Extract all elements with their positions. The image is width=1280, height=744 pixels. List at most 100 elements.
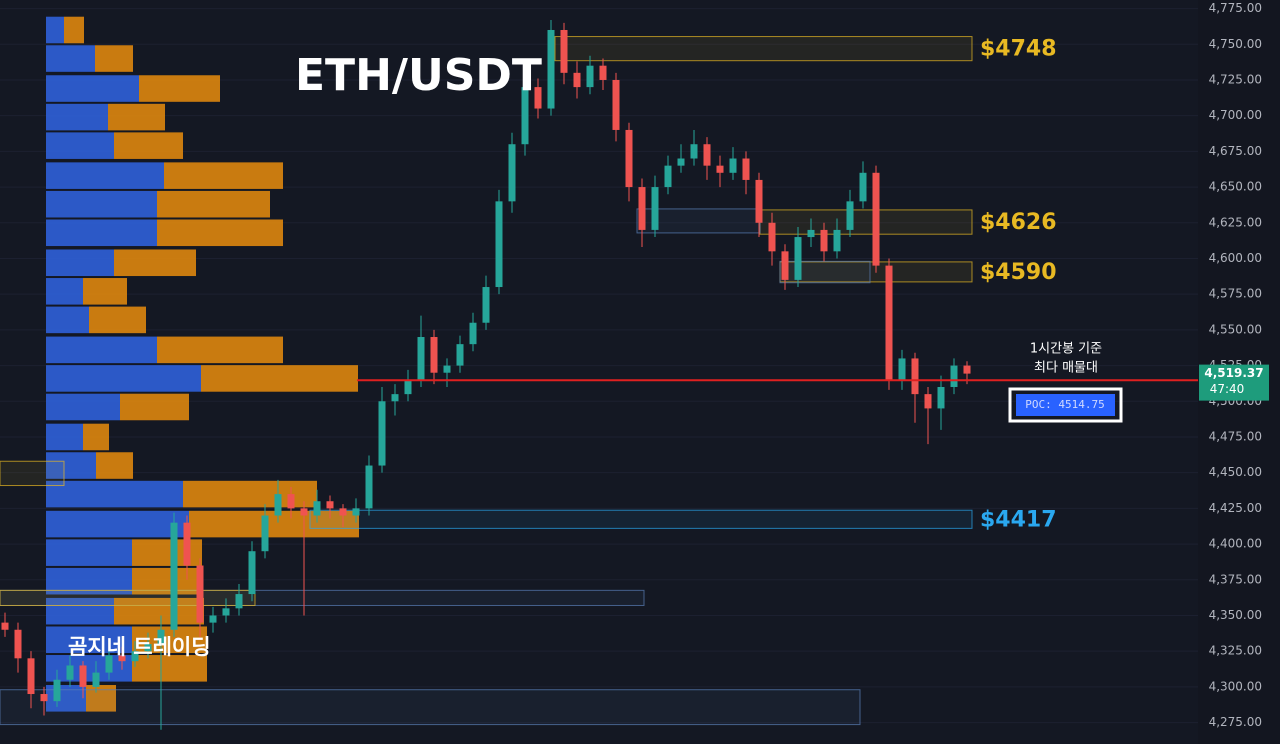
zone-label: $4417 [980,507,1057,532]
candle-body [690,144,698,159]
profile-sell [157,336,283,364]
profile-sell [89,306,146,334]
candle-body [222,608,230,616]
y-tick-label: 4,600.00 [1209,251,1262,265]
candle-body [560,29,568,73]
profile-buy [46,190,157,218]
zone [0,689,861,726]
y-tick-label: 4,750.00 [1209,37,1262,51]
candle-body [378,401,386,466]
zone [759,209,973,235]
candle-body [495,201,503,288]
last-price-tag [1199,364,1269,401]
candle-body [703,144,711,166]
candle-body [950,365,958,387]
candle-body [170,522,178,630]
profile-sell [83,278,127,305]
candle-body [781,251,789,280]
y-tick-label: 4,675.00 [1209,144,1262,158]
candle-body [833,229,841,252]
candle-body [326,501,334,509]
candle-body [417,337,425,380]
poc-box-frame [1008,387,1123,423]
profile-sell [201,365,358,392]
countdown: 47:40 [1210,382,1245,396]
zone [0,589,645,606]
candle-body [846,201,854,230]
profile-buy [46,365,201,392]
profile-buy [46,452,96,479]
last-price-label: 4,519.37 [1204,366,1263,380]
candle-body [196,565,204,623]
profile-buy [46,249,114,277]
y-tick-label: 4,350.00 [1209,608,1262,622]
profile-buy [46,597,114,625]
candle-body [443,365,451,373]
candle-body [859,172,867,202]
profile-buy [46,539,132,566]
candle-body [183,522,191,566]
y-tick-label: 4,550.00 [1209,322,1262,336]
candle-body [820,229,828,252]
zone [0,460,65,487]
y-tick-label: 4,275.00 [1209,715,1262,729]
candle-body [79,665,87,687]
candle-body [339,508,347,516]
profile-sell [64,16,84,44]
profile-buy [46,393,120,421]
candle-body [313,501,321,516]
chart-title: ETH/USDT [295,50,542,101]
y-tick-label: 4,425.00 [1209,501,1262,515]
profile-buy [46,423,83,451]
candle-body [66,665,74,680]
candle-body [807,229,815,238]
profile-sell [164,162,283,189]
candle-body [404,379,412,395]
candle-body [469,322,477,345]
profile-sell [114,597,204,625]
candle-body [40,694,48,702]
volume-profile [46,16,359,712]
profile-sell [120,393,189,421]
candle-body [287,494,295,509]
candle-body [105,655,113,673]
y-tick-label: 4,625.00 [1209,215,1262,229]
zones: $4748 $4626 $4590 $4417 [0,36,1057,726]
candle-body [937,386,945,409]
poc-label: POC: 4514.75 [1025,398,1104,411]
candle-body [456,344,464,366]
profile-buy [46,510,189,538]
candle-body [274,494,282,516]
y-tick-label: 4,450.00 [1209,465,1262,479]
candle-body [755,179,763,223]
candle-body [898,358,906,380]
profile-buy [46,162,164,189]
candle-body [248,551,256,595]
candle-body [963,365,971,374]
profile-buy [46,219,157,247]
y-tick-label: 4,325.00 [1209,644,1262,658]
profile-buy [46,75,139,102]
candle-body [53,679,61,702]
candle-body [625,129,633,188]
candle-body [534,87,542,109]
profile-buy [46,336,157,364]
candle-body [391,394,399,402]
candle-body [14,629,22,659]
y-tick-label: 4,300.00 [1209,679,1262,693]
profile-sell [132,655,207,682]
profile-sell [157,219,283,247]
candle-body [508,144,516,202]
profile-buy [46,480,183,508]
profile-buy [46,626,132,654]
candles [1,19,971,730]
poc-note: 1시간봉 기준 [1030,342,1102,357]
zone-label: $4626 [980,210,1057,235]
profile-sell [157,190,270,218]
profile-sell [132,539,202,566]
profile-sell [95,45,133,72]
candle-body [547,29,555,109]
candle-body [27,658,35,695]
grid: 4,275.00 4,300.00 4,325.00 4,350.00 4,375.00… [0,1,1262,729]
